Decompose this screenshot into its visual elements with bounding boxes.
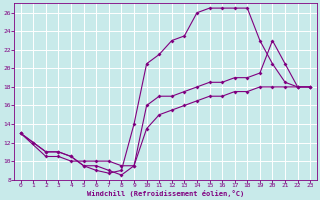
X-axis label: Windchill (Refroidissement éolien,°C): Windchill (Refroidissement éolien,°C) <box>87 190 244 197</box>
